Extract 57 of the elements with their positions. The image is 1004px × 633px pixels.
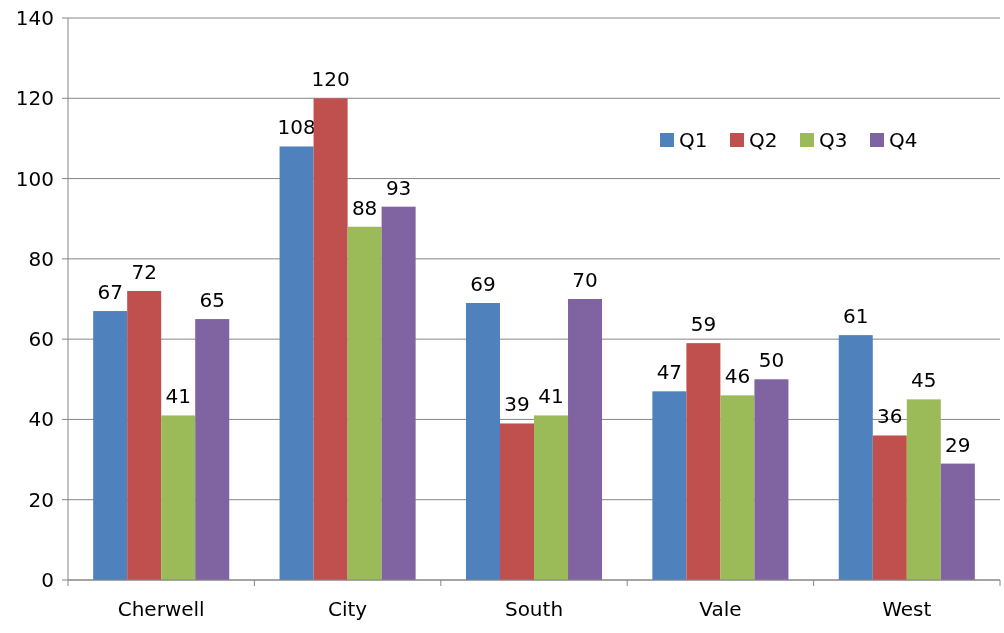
data-label: 120	[311, 67, 350, 92]
x-tick-label: Vale	[699, 597, 742, 621]
bar	[940, 463, 975, 580]
y-tick-label: 0	[41, 568, 54, 592]
legend-label: Q4	[889, 128, 918, 152]
bar	[465, 303, 500, 580]
bar	[279, 146, 314, 580]
x-tick-label: City	[328, 597, 368, 621]
bar	[499, 423, 534, 580]
data-label: 50	[758, 348, 785, 373]
y-tick-label: 60	[28, 327, 54, 352]
bar	[838, 335, 873, 580]
data-label: 47	[656, 360, 683, 385]
bar	[686, 343, 721, 580]
bar	[872, 435, 907, 580]
x-tick-label: West	[882, 597, 932, 621]
legend-label: Q2	[749, 128, 778, 152]
bar	[568, 299, 603, 580]
bar	[313, 98, 348, 580]
bar	[754, 379, 789, 580]
data-label: 29	[945, 432, 971, 457]
data-label: 59	[690, 312, 717, 337]
legend-label: Q1	[679, 128, 708, 152]
data-label: 46	[724, 364, 751, 389]
y-tick-label: 20	[28, 487, 54, 512]
data-label: 93	[385, 175, 412, 200]
data-label: 39	[504, 392, 530, 417]
data-label: 67	[97, 280, 123, 305]
data-label: 72	[131, 259, 157, 284]
data-label: 70	[572, 268, 598, 292]
y-tick-label: 40	[28, 407, 54, 432]
data-label: 65	[199, 288, 225, 313]
legend-label: Q3	[819, 128, 848, 152]
data-label: 36	[877, 404, 903, 429]
y-tick-label: 140	[15, 6, 54, 30]
x-tick-label: Cherwell	[117, 597, 205, 621]
bar	[652, 391, 687, 580]
bar	[127, 290, 162, 580]
y-tick-label: 120	[15, 86, 54, 111]
x-tick-label: South	[504, 597, 564, 621]
bar	[347, 226, 382, 580]
bar	[720, 395, 755, 580]
data-label: 108	[277, 115, 316, 140]
y-tick-label: 100	[15, 166, 54, 191]
y-tick-label: 80	[28, 246, 54, 271]
bar	[161, 415, 196, 580]
bar	[195, 319, 230, 580]
bar	[534, 415, 569, 580]
data-label: 41	[165, 384, 191, 409]
data-label: 41	[538, 384, 564, 409]
bar	[93, 311, 128, 580]
data-label: 61	[843, 304, 869, 329]
bar	[906, 399, 941, 580]
data-label: 69	[470, 272, 496, 297]
data-label: 45	[911, 368, 937, 393]
bar	[381, 206, 416, 580]
data-label: 88	[351, 195, 378, 220]
